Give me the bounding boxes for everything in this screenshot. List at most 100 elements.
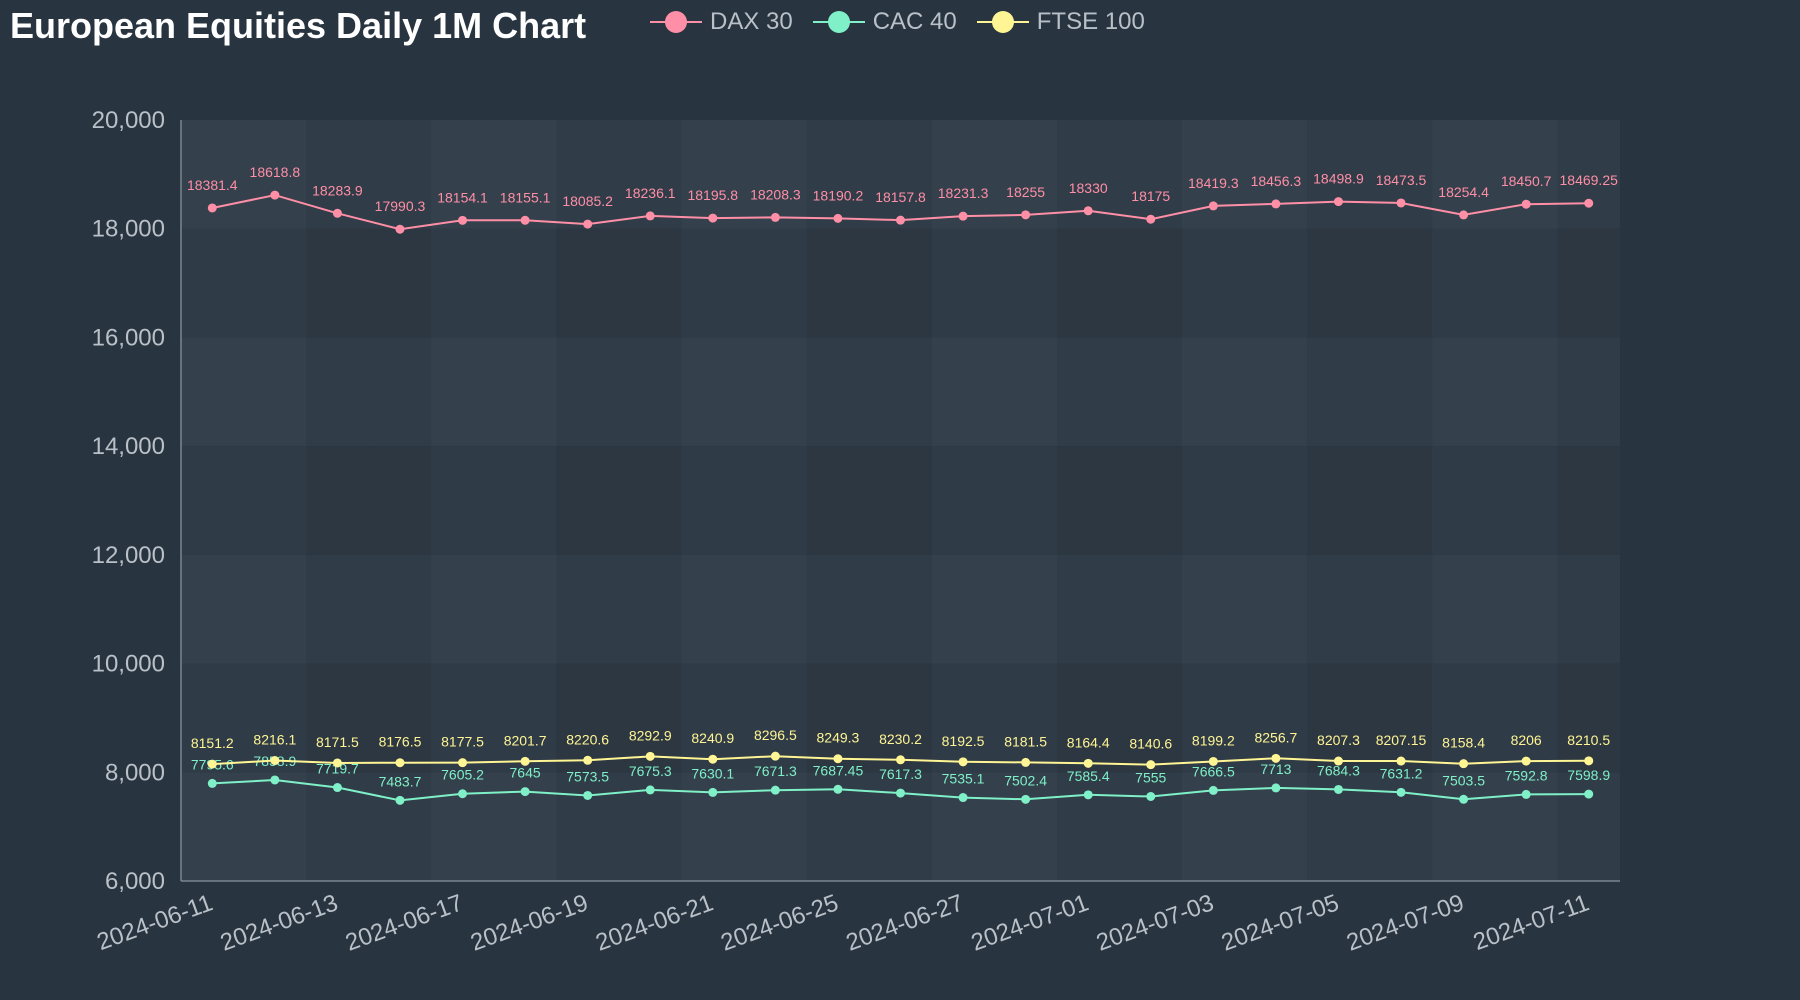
data-point bbox=[458, 758, 468, 768]
grid-column-band bbox=[806, 120, 870, 881]
grid-column-band bbox=[1369, 120, 1433, 881]
data-label: 18208.3 bbox=[750, 186, 801, 202]
data-label: 8164.4 bbox=[1067, 734, 1110, 750]
data-label: 18175 bbox=[1131, 188, 1170, 204]
data-label: 7592.8 bbox=[1505, 767, 1548, 783]
y-tick-label: 8,000 bbox=[105, 759, 165, 786]
data-label: 8151.2 bbox=[191, 735, 234, 751]
legend-item-ftse[interactable]: FTSE 100 bbox=[976, 7, 1145, 37]
y-tick-label: 10,000 bbox=[92, 651, 165, 678]
data-point bbox=[1083, 758, 1093, 768]
data-point bbox=[1271, 753, 1281, 763]
data-point bbox=[1083, 206, 1093, 216]
data-point bbox=[896, 755, 905, 765]
x-tick-label: 2024-07-03 bbox=[1093, 889, 1218, 956]
data-point bbox=[833, 213, 843, 223]
data-label: 7687.45 bbox=[813, 762, 864, 778]
data-point bbox=[1146, 214, 1156, 224]
data-label: 18231.3 bbox=[938, 185, 989, 201]
data-label: 7630.1 bbox=[691, 765, 734, 781]
data-point bbox=[583, 219, 593, 229]
data-point bbox=[583, 790, 593, 800]
x-tick-label: 2024-06-13 bbox=[217, 889, 342, 956]
grid-column-band bbox=[1557, 120, 1620, 881]
data-point bbox=[958, 793, 968, 803]
legend-item-cac[interactable]: CAC 40 bbox=[812, 7, 957, 37]
data-label: 8192.5 bbox=[942, 733, 985, 749]
grid-column-band bbox=[1056, 120, 1120, 881]
y-tick-label: 6,000 bbox=[105, 868, 165, 895]
data-point bbox=[1208, 756, 1218, 766]
x-tick-label: 2024-06-27 bbox=[843, 889, 968, 956]
grid-column-band bbox=[1119, 120, 1183, 881]
data-point bbox=[270, 775, 280, 785]
data-point bbox=[1584, 756, 1594, 766]
y-tick-label: 12,000 bbox=[92, 542, 165, 569]
grid-band bbox=[181, 120, 1620, 229]
data-point bbox=[1459, 210, 1469, 220]
x-tick-label: 2024-06-21 bbox=[592, 889, 717, 956]
data-label: 18469.25 bbox=[1560, 172, 1619, 188]
data-label: 18085.2 bbox=[562, 193, 613, 209]
data-label: 8207.15 bbox=[1376, 732, 1427, 748]
data-label: 7645 bbox=[510, 765, 541, 781]
x-tick-label: 2024-07-09 bbox=[1343, 889, 1468, 956]
grid-column-band bbox=[556, 120, 619, 881]
data-point bbox=[1396, 787, 1406, 797]
data-point bbox=[395, 224, 405, 234]
legend-label-dax: DAX 30 bbox=[710, 8, 793, 35]
data-point bbox=[958, 211, 968, 221]
chart-title: European Equities Daily 1M Chart bbox=[10, 5, 587, 46]
y-tick-label: 20,000 bbox=[92, 107, 165, 134]
x-tick-label: 2024-06-25 bbox=[717, 889, 842, 956]
data-point bbox=[332, 783, 342, 793]
data-label: 8181.5 bbox=[1004, 733, 1047, 749]
data-point bbox=[1521, 756, 1531, 766]
data-point bbox=[1333, 197, 1343, 207]
data-label: 8206 bbox=[1511, 732, 1542, 748]
data-label: 8210.5 bbox=[1567, 732, 1610, 748]
data-label: 8240.9 bbox=[691, 730, 734, 746]
data-point bbox=[1459, 759, 1469, 769]
data-point bbox=[1521, 789, 1531, 799]
data-point bbox=[708, 754, 718, 764]
x-tick-label: 2024-06-17 bbox=[342, 889, 467, 956]
data-label: 8176.5 bbox=[379, 734, 422, 750]
data-label: 18283.9 bbox=[312, 182, 363, 198]
data-label: 18254.4 bbox=[1438, 184, 1489, 200]
y-tick-label: 14,000 bbox=[92, 433, 165, 460]
y-tick-label: 16,000 bbox=[92, 324, 165, 351]
data-point bbox=[207, 759, 217, 769]
data-point bbox=[1146, 760, 1156, 770]
data-point bbox=[1146, 791, 1156, 801]
data-label: 18456.3 bbox=[1251, 173, 1302, 189]
data-label: 18618.8 bbox=[250, 164, 301, 180]
data-label: 7713 bbox=[1260, 761, 1291, 777]
data-point bbox=[207, 778, 217, 788]
data-label: 7585.4 bbox=[1067, 768, 1110, 784]
data-point bbox=[270, 756, 280, 766]
data-point bbox=[520, 756, 530, 766]
data-point bbox=[1396, 198, 1406, 208]
data-point bbox=[833, 784, 843, 794]
data-point bbox=[1459, 794, 1469, 804]
legend-label-cac: CAC 40 bbox=[872, 8, 957, 35]
data-point bbox=[1396, 756, 1406, 766]
data-point bbox=[645, 785, 655, 795]
data-label: 18450.7 bbox=[1501, 173, 1552, 189]
data-label: 18473.5 bbox=[1376, 172, 1427, 188]
data-point bbox=[1021, 757, 1031, 767]
legend-label-ftse: FTSE 100 bbox=[1036, 8, 1145, 35]
grid-band bbox=[181, 337, 1620, 447]
x-tick-label: 2024-07-01 bbox=[968, 889, 1093, 956]
data-point bbox=[1271, 783, 1281, 793]
data-label: 7483.7 bbox=[379, 773, 422, 789]
legend-swatch-dax bbox=[650, 7, 702, 37]
data-point bbox=[833, 754, 843, 764]
data-label: 8207.3 bbox=[1317, 732, 1360, 748]
data-label: 7503.5 bbox=[1442, 772, 1485, 788]
data-label: 17990.3 bbox=[375, 198, 426, 214]
legend-item-dax[interactable]: DAX 30 bbox=[650, 7, 793, 37]
data-point bbox=[958, 757, 968, 767]
data-label: 18330 bbox=[1069, 180, 1108, 196]
